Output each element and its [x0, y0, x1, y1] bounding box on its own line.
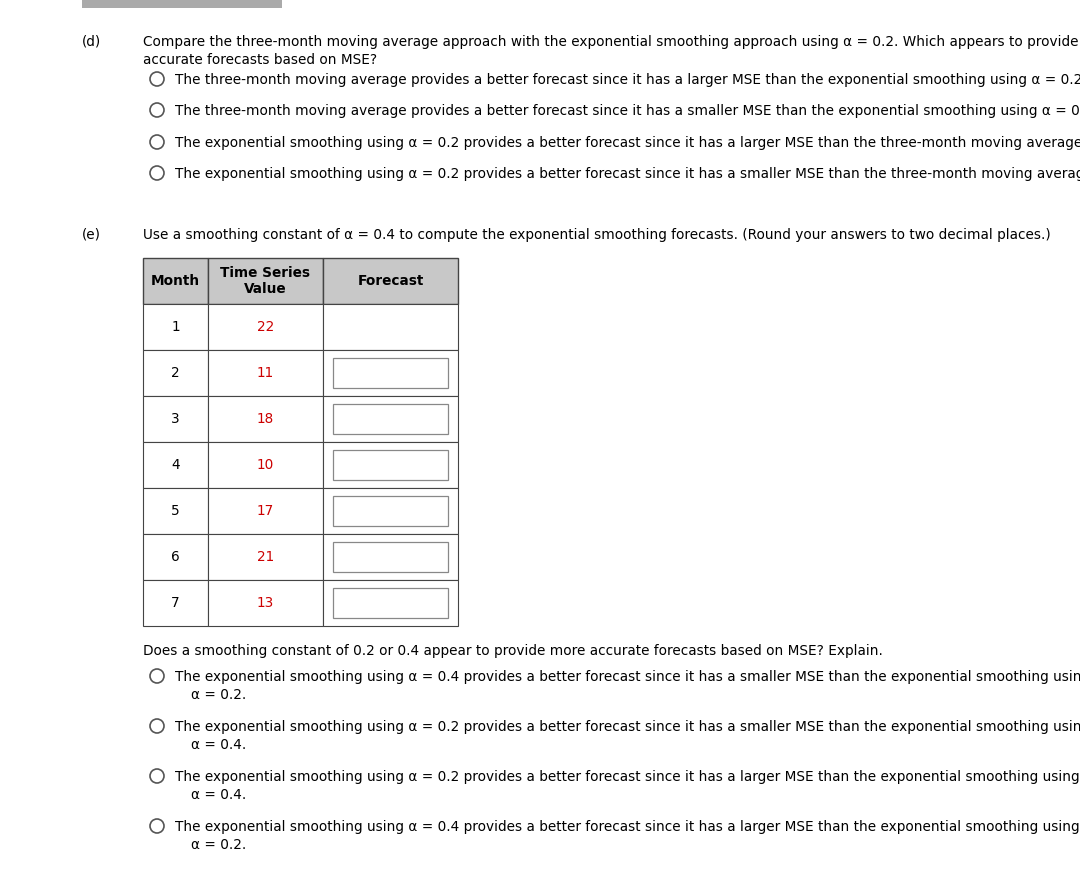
Text: 2: 2	[172, 366, 179, 380]
Bar	[143, 534, 208, 580]
Bar	[323, 534, 458, 580]
Bar	[208, 396, 323, 442]
Text: Value: Value	[244, 282, 287, 296]
Text: 3: 3	[172, 412, 179, 426]
Text: 13: 13	[257, 596, 274, 610]
Bar	[323, 442, 458, 488]
Text: α = 0.2.: α = 0.2.	[191, 838, 246, 852]
Bar	[333, 542, 448, 572]
Bar	[323, 304, 458, 350]
Bar	[323, 258, 458, 304]
Bar	[333, 588, 448, 618]
Text: The exponential smoothing using α = 0.4 provides a better forecast since it has : The exponential smoothing using α = 0.4 …	[175, 670, 1080, 684]
Text: 17: 17	[257, 504, 274, 518]
Text: 22: 22	[257, 320, 274, 334]
Bar	[143, 350, 208, 396]
Bar	[82, 0, 282, 8]
Bar	[143, 442, 208, 488]
Bar	[208, 350, 323, 396]
Text: 4: 4	[172, 458, 179, 472]
Text: 7: 7	[172, 596, 179, 610]
Bar	[208, 258, 323, 304]
Text: 1: 1	[172, 320, 179, 334]
Bar	[143, 488, 208, 534]
Bar	[143, 580, 208, 626]
Text: The exponential smoothing using α = 0.2 provides a better forecast since it has : The exponential smoothing using α = 0.2 …	[175, 770, 1080, 784]
Text: 11: 11	[257, 366, 274, 380]
Bar	[208, 488, 323, 534]
Bar	[333, 496, 448, 526]
Bar	[143, 396, 208, 442]
Text: Compare the three-month moving average approach with the exponential smoothing a: Compare the three-month moving average a…	[143, 35, 1080, 49]
Text: 18: 18	[257, 412, 274, 426]
Text: The exponential smoothing using α = 0.2 provides a better forecast since it has : The exponential smoothing using α = 0.2 …	[175, 720, 1080, 734]
Bar	[333, 450, 448, 480]
Text: 21: 21	[257, 550, 274, 564]
Bar	[323, 580, 458, 626]
Text: The three-month moving average provides a better forecast since it has a smaller: The three-month moving average provides …	[175, 104, 1080, 118]
Bar	[208, 580, 323, 626]
Bar	[143, 258, 208, 304]
Text: Time Series: Time Series	[220, 266, 311, 280]
Text: Forecast: Forecast	[357, 274, 423, 288]
Bar	[333, 358, 448, 388]
Text: (e): (e)	[82, 228, 102, 242]
Bar	[323, 350, 458, 396]
Text: α = 0.4.: α = 0.4.	[191, 788, 246, 802]
Text: 5: 5	[171, 504, 180, 518]
Text: Use a smoothing constant of α = 0.4 to compute the exponential smoothing forecas: Use a smoothing constant of α = 0.4 to c…	[143, 228, 1051, 242]
Text: The exponential smoothing using α = 0.2 provides a better forecast since it has : The exponential smoothing using α = 0.2 …	[175, 167, 1080, 181]
Text: Does a smoothing constant of 0.2 or 0.4 appear to provide more accurate forecast: Does a smoothing constant of 0.2 or 0.4 …	[143, 644, 882, 658]
Text: 6: 6	[172, 550, 179, 564]
Text: The exponential smoothing using α = 0.2 provides a better forecast since it has : The exponential smoothing using α = 0.2 …	[175, 136, 1080, 150]
Text: α = 0.2.: α = 0.2.	[191, 688, 246, 702]
Text: The exponential smoothing using α = 0.4 provides a better forecast since it has : The exponential smoothing using α = 0.4 …	[175, 820, 1080, 834]
Text: accurate forecasts based on MSE?: accurate forecasts based on MSE?	[143, 53, 377, 67]
Bar	[143, 304, 208, 350]
Bar	[323, 396, 458, 442]
Bar	[208, 534, 323, 580]
Bar	[208, 442, 323, 488]
Bar	[333, 404, 448, 434]
Text: The three-month moving average provides a better forecast since it has a larger : The three-month moving average provides …	[175, 73, 1080, 87]
Bar	[323, 488, 458, 534]
Bar	[208, 304, 323, 350]
Text: Month: Month	[151, 274, 200, 288]
Text: 10: 10	[257, 458, 274, 472]
Text: α = 0.4.: α = 0.4.	[191, 738, 246, 752]
Text: (d): (d)	[82, 35, 102, 49]
